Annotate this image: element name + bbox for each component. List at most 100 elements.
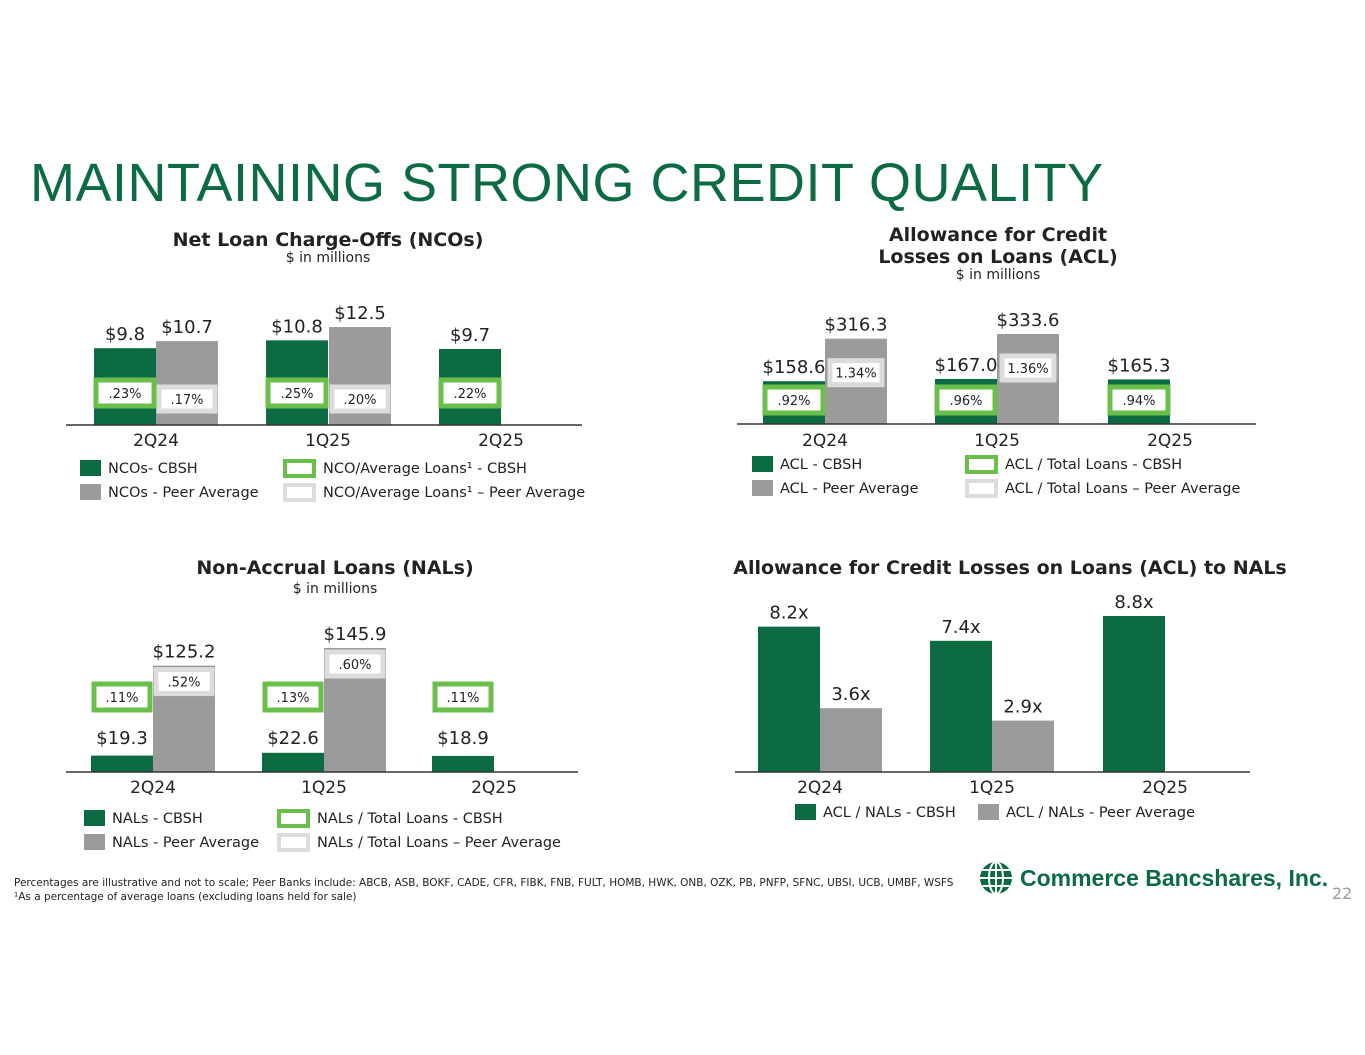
acl_nals-group: Allowance for Credit Losses on Loans (AC… [733,557,1287,821]
ncos-title: Net Loan Charge-Offs (NCOs) [173,229,484,251]
ncos-ratio-box-cbsh-1q25 [265,377,329,409]
acl-subtitle: $ in millions [956,267,1041,283]
footnote-peer-banks: Percentages are illustrative and not to … [14,877,954,889]
acl-ratio-box-cbsh-2q25 [1107,384,1171,416]
acl-tick-label-2q24: 2Q24 [802,431,848,451]
nals-legend-label-peer: NALs - Peer Average [112,835,259,851]
acl_nals-bar-cbsh-1q25 [930,640,992,772]
nals-ratio-box-cbsh-2q25 [432,681,494,713]
acl-ratio-label-cbsh-2q25: .94% [1122,394,1155,409]
ncos-data-label-peer-2q24: $10.7 [161,317,213,338]
nals-legend-swatch-ratio-cbsh [277,809,310,828]
nals-bar-cbsh-1q25 [262,752,324,772]
acl_nals-bar-peer-2q24 [820,708,882,772]
nals-legend-label-cbsh: NALs - CBSH [112,811,203,827]
nals-legend-label-ratio-peer: NALs / Total Loans – Peer Average [317,835,561,851]
acl-ratio-label-peer-2q24: 1.34% [835,367,876,382]
acl_nals-title: Allowance for Credit Losses on Loans (AC… [733,557,1287,579]
nals-bar-cbsh-2q24 [91,755,153,772]
ncos-ratio-box-peer-1q25 [329,384,391,414]
ncos-ratio-label-cbsh-1q25: .25% [280,387,313,402]
acl-legend-label-cbsh: ACL - CBSH [780,457,862,473]
nals-legend-swatch-peer [84,834,105,850]
ncos-ratio-box-peer-2q24 [156,384,218,414]
acl-title-line-2: Losses on Loans (ACL) [878,246,1117,268]
acl-legend-swatch-ratio-cbsh [965,455,998,474]
nals-data-label-peer-2q24: $125.2 [153,642,216,663]
acl-ratio-label-peer-1q25: 1.36% [1007,362,1048,377]
acl-ratio-box-peer-2q24 [827,358,885,388]
ncos-ratio-label-cbsh-2q25: .22% [453,387,486,402]
ncos-ratio-label-cbsh-2q24: .23% [108,387,141,402]
acl-title-line-1: Allowance for Credit [889,224,1107,246]
acl-data-label-peer-1q25: $333.6 [997,310,1060,331]
acl_nals-legend-swatch-cbsh [795,804,816,820]
nals-ratio-box-cbsh-1q25 [262,681,324,713]
ncos-data-label-cbsh-2q25: $9.7 [450,325,490,346]
page-title: MAINTAINING STRONG CREDIT QUALITY [30,153,1104,213]
ncos-ratio-box-cbsh-2q25 [438,377,502,409]
acl_nals-legend-swatch-peer [978,804,999,820]
acl-legend-label-peer: ACL - Peer Average [780,481,919,497]
acl-tick-label-2q25: 2Q25 [1147,431,1193,451]
nals-subtitle: $ in millions [293,581,378,597]
nals-group: Non-Accrual Loans (NALs) $ in millions $19… [66,557,578,852]
acl_nals-bar-cbsh-2q25 [1103,616,1165,772]
acl-legend-swatch-cbsh [752,456,773,472]
ncos-tick-label-2q24: 2Q24 [133,431,179,451]
acl-ratio-box-cbsh-2q24 [762,384,826,416]
ncos-legend-label-ratio-cbsh: NCO/Average Loans¹ - CBSH [323,461,527,477]
footnote: Percentages are illustrative and not to … [14,876,953,904]
ncos-legend-swatch-cbsh [80,460,101,476]
acl-data-label-cbsh-2q25: $165.3 [1108,355,1171,376]
ncos-data-label-cbsh-2q24: $9.8 [105,324,145,345]
acl-legend-label-ratio-cbsh: ACL / Total Loans - CBSH [1005,457,1182,473]
acl_nals-legend-label-cbsh: ACL / NALs - CBSH [823,805,956,821]
acl_nals-bar-peer-1q25 [992,720,1054,772]
ncos-subtitle: $ in millions [286,250,371,266]
acl-ratio-box-cbsh-1q25 [934,384,998,416]
nals-ratio-box-peer-1q25 [324,649,386,679]
acl_nals-data-label-cbsh-2q24: 8.2x [769,603,809,624]
nals-data-label-cbsh-2q25: $18.9 [437,728,489,749]
acl_nals-data-label-peer-2q24: 3.6x [831,684,871,705]
nals-ratio-label-cbsh-2q24: .11% [105,691,138,706]
nals-legend-swatch-ratio-peer [277,833,310,852]
page-number: 22 [1332,884,1353,903]
nals-ratio-label-peer-1q25: .60% [338,658,371,673]
ncos-ratio-label-peer-2q24: .17% [170,393,203,408]
nals-ratio-box-cbsh-2q24 [91,681,153,713]
footnote-average-loans: ¹As a percentage of average loans (exclu… [14,891,357,903]
ncos-tick-label-1q25: 1Q25 [305,431,351,451]
nals-ratio-label-peer-2q24: .52% [167,676,200,691]
globe-icon [980,861,1012,895]
nals-ratio-box-peer-2q24 [153,667,215,697]
nals-title: Non-Accrual Loans (NALs) [196,557,473,579]
ncos-ratio-label-peer-1q25: .20% [343,393,376,408]
ncos-legend-label-peer: NCOs - Peer Average [108,485,259,501]
acl-legend-swatch-ratio-peer [965,479,998,498]
company-logo: Commerce Bancshares, Inc. [978,858,1328,898]
acl_nals-tick-label-2q25: 2Q25 [1142,778,1188,798]
acl_nals-tick-label-2q24: 2Q24 [797,778,843,798]
acl_nals-data-label-cbsh-2q25: 8.8x [1114,592,1154,613]
nals-data-label-peer-1q25: $145.9 [324,624,387,645]
ncos-legend-swatch-ratio-cbsh [283,459,316,478]
ncos-legend-label-cbsh: NCOs- CBSH [108,461,198,477]
acl-legend-label-ratio-peer: ACL / Total Loans – Peer Average [1005,481,1240,497]
acl-data-label-cbsh-2q24: $158.6 [763,357,826,378]
logo-text: Commerce Bancshares, Inc. [1020,864,1329,891]
acl-tick-label-1q25: 1Q25 [974,431,1020,451]
nals-ratio-label-cbsh-1q25: .13% [276,691,309,706]
ncos-legend-swatch-peer [80,484,101,500]
ncos-data-label-peer-1q25: $12.5 [334,303,386,324]
acl-data-label-cbsh-1q25: $167.0 [935,355,998,376]
nals-data-label-cbsh-2q24: $19.3 [96,728,148,749]
nals-tick-label-1q25: 1Q25 [301,778,347,798]
acl_nals-tick-label-1q25: 1Q25 [969,778,1015,798]
ncos-legend-label-ratio-peer: NCO/Average Loans¹ – Peer Average [323,485,585,501]
acl-legend-swatch-peer [752,480,773,496]
acl_nals-legend-label-peer: ACL / NALs - Peer Average [1006,805,1195,821]
